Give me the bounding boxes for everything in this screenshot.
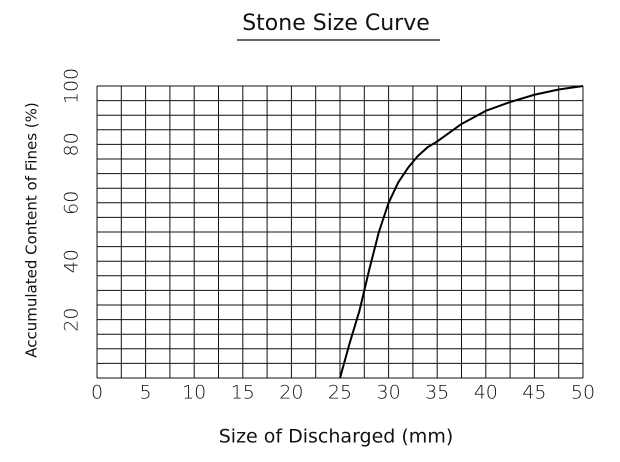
x-tick-label: 25 [328,382,352,404]
x-tick-label: 35 [425,382,449,404]
chart-title: Stone Size Curve [242,11,430,36]
x-tick-label: 5 [140,382,152,404]
x-tick-label: 45 [522,382,546,404]
y-tick-label: 100 [61,68,83,104]
x-axis-label: Size of Discharged (mm) [219,426,454,448]
x-tick-label: 50 [571,382,595,404]
x-tick-label: 20 [279,382,303,404]
y-tick-label: 40 [61,249,83,273]
y-tick-label: 60 [61,191,83,215]
y-tick-label: 80 [61,132,83,156]
x-tick-label: 30 [377,382,401,404]
y-tick-label: 20 [61,308,83,332]
x-tick-label: 0 [91,382,103,404]
x-tick-label: 40 [474,382,498,404]
x-tick-label: 10 [182,382,206,404]
y-axis-label: Accumulated Content of Fines (%) [23,102,41,358]
data-line [339,85,584,379]
x-tick-label: 15 [231,382,255,404]
